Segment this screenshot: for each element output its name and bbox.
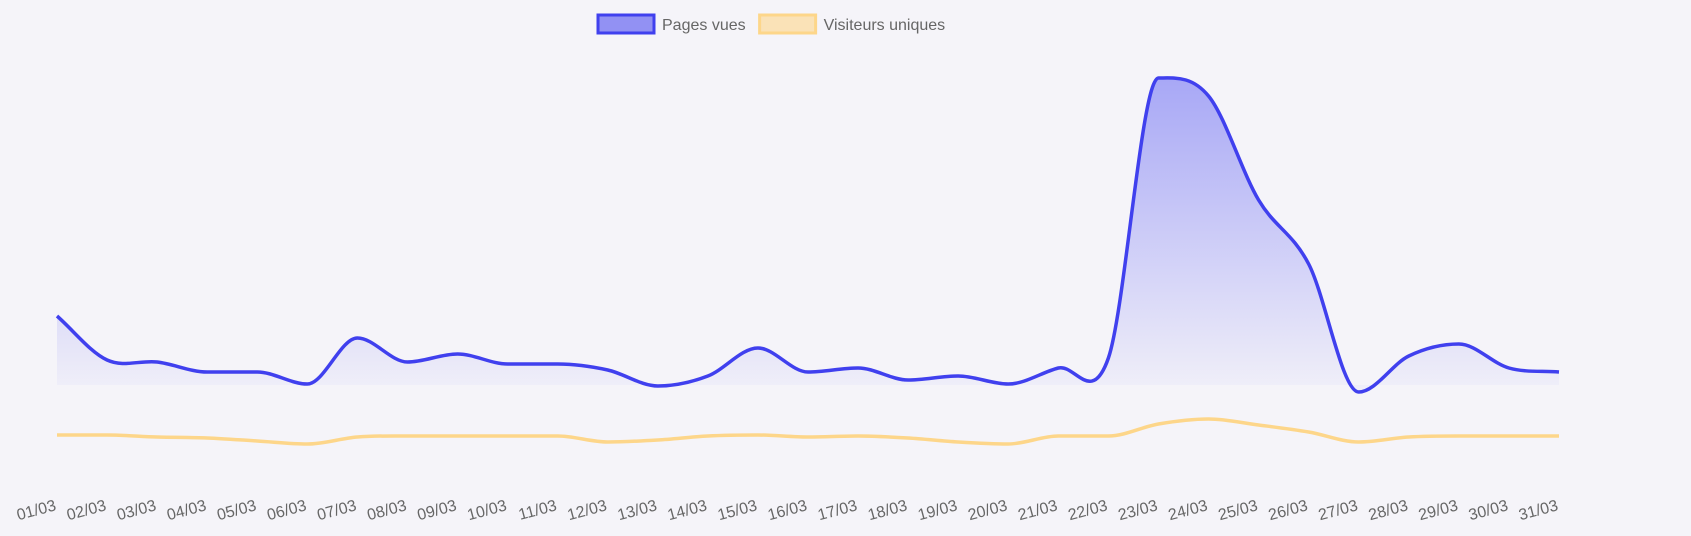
x-tick-label: 31/03 [1517,497,1560,524]
x-tick-label: 03/03 [115,497,158,524]
x-tick-label: 06/03 [265,497,308,524]
x-tick-label: 29/03 [1417,497,1460,524]
x-tick-label: 20/03 [966,497,1009,524]
legend-label: Visiteurs uniques [824,17,946,34]
x-tick-label: 15/03 [716,497,759,524]
x-tick-label: 09/03 [415,497,458,524]
x-tick-label: 08/03 [365,497,408,524]
x-tick-label: 18/03 [866,497,909,524]
x-tick-label: 19/03 [916,497,959,524]
x-tick-label: 04/03 [165,497,208,524]
x-tick-label: 21/03 [1016,497,1059,524]
x-tick-label: 25/03 [1217,497,1260,524]
legend-swatch [596,13,656,35]
x-tick-label: 10/03 [466,497,509,524]
x-tick-label: 27/03 [1317,497,1360,524]
x-tick-label: 17/03 [816,497,859,524]
x-tick-label: 14/03 [666,497,709,524]
x-tick-label: 07/03 [315,497,358,524]
x-tick-label: 12/03 [566,497,609,524]
x-tick-label: 13/03 [616,497,659,524]
x-tick-label: 05/03 [215,497,258,524]
x-tick-label: 16/03 [766,497,809,524]
x-tick-label: 23/03 [1116,497,1159,524]
line [57,417,1559,446]
line [55,76,1560,394]
x-tick-label: 11/03 [517,497,559,524]
x-tick-label: 30/03 [1467,497,1510,524]
x-tick-label: 22/03 [1066,497,1109,524]
x-tick-label: 02/03 [65,497,108,524]
legend-label: Pages vues [662,17,746,34]
area [57,77,1559,392]
legend-swatch [758,13,818,35]
x-tick-label: 01/03 [15,497,58,524]
x-tick-label: 28/03 [1367,497,1410,524]
x-tick-label: 26/03 [1267,497,1310,524]
x-tick-label: 24/03 [1166,497,1209,524]
